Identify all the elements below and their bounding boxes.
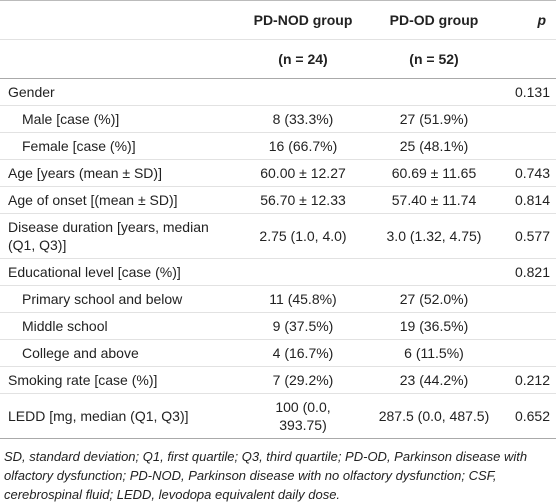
cell: 60.69 ± 11.65: [361, 159, 505, 187]
cell: 16 (66.7%): [243, 132, 361, 160]
cell: 2.75 (1.0, 4.0): [243, 213, 361, 259]
cell: Disease duration [years, median (Q1, Q3)…: [0, 213, 243, 259]
header-cell: [0, 0, 243, 40]
data-table: PD-NOD group PD-OD group p (n = 24) (n =…: [0, 0, 556, 439]
cell: 0.131: [505, 78, 556, 106]
cell: 27 (51.9%): [361, 105, 505, 133]
cell: Smoking rate [case (%)]: [0, 366, 243, 394]
row: Male [case (%)] 8 (33.3%) 27 (51.9%): [0, 105, 556, 133]
cell: 0.212: [505, 366, 556, 394]
cell: 0.814: [505, 186, 556, 214]
header-cell: p: [505, 0, 556, 40]
row: LEDD [mg, median (Q1, Q3)] 100 (0.0, 393.…: [0, 393, 556, 439]
cell: 25 (48.1%): [361, 132, 505, 160]
cell: 23 (44.2%): [361, 366, 505, 394]
cell: 9 (37.5%): [243, 312, 361, 340]
cell: Male [case (%)]: [0, 105, 243, 133]
header-cell: (n = 24): [243, 39, 361, 79]
cell: 0.743: [505, 159, 556, 187]
row: Age of onset [(mean ± SD)] 56.70 ± 12.33 5…: [0, 186, 556, 214]
header-row: PD-NOD group PD-OD group p: [0, 0, 556, 40]
row: Age [years (mean ± SD)] 60.00 ± 12.27 60.6…: [0, 159, 556, 187]
cell: 60.00 ± 12.27: [243, 159, 361, 187]
cell: 7 (29.2%): [243, 366, 361, 394]
header-cell: [0, 39, 243, 79]
cell: Age [years (mean ± SD)]: [0, 159, 243, 187]
cell: 11 (45.8%): [243, 285, 361, 313]
footnote: SD, standard deviation; Q1, first quarti…: [4, 449, 528, 502]
row: Middle school 9 (37.5%) 19 (36.5%): [0, 312, 556, 340]
cell: 3.0 (1.32, 4.75): [361, 213, 505, 259]
cell: 57.40 ± 11.74: [361, 186, 505, 214]
row: Primary school and below 11 (45.8%) 27 (52…: [0, 285, 556, 313]
row: Educational level [case (%)] 0.821: [0, 258, 556, 286]
cell: 0.577: [505, 213, 556, 259]
header-cell: [505, 39, 556, 79]
row: Female [case (%)] 16 (66.7%) 25 (48.1%): [0, 132, 556, 160]
cell: Age of onset [(mean ± SD)]: [0, 186, 243, 214]
cell: 0.652: [505, 393, 556, 439]
row: Disease duration [years, median (Q1, Q3)…: [0, 213, 556, 259]
header-cell: (n = 52): [361, 39, 505, 79]
cell: Middle school: [0, 312, 243, 340]
cell: Primary school and below: [0, 285, 243, 313]
cell: Female [case (%)]: [0, 132, 243, 160]
header-cell: PD-OD group: [361, 0, 505, 40]
subheader-row: (n = 24) (n = 52): [0, 39, 556, 79]
cell: 56.70 ± 12.33: [243, 186, 361, 214]
cell: 4 (16.7%): [243, 339, 361, 367]
cell: 6 (11.5%): [361, 339, 505, 367]
cell: 19 (36.5%): [361, 312, 505, 340]
row: Gender 0.131: [0, 78, 556, 106]
cell: 100 (0.0, 393.75): [243, 393, 361, 439]
cell: LEDD [mg, median (Q1, Q3)]: [0, 393, 243, 439]
cell: 8 (33.3%): [243, 105, 361, 133]
cell: Gender: [0, 78, 243, 106]
row: Smoking rate [case (%)] 7 (29.2%) 23 (44.2…: [0, 366, 556, 394]
cell: 287.5 (0.0, 487.5): [361, 393, 505, 439]
row: College and above 4 (16.7%) 6 (11.5%): [0, 339, 556, 367]
header-cell: PD-NOD group: [243, 0, 361, 40]
cell: 0.821: [505, 258, 556, 286]
cell: Educational level [case (%)]: [0, 258, 243, 286]
cell: 27 (52.0%): [361, 285, 505, 313]
cell: College and above: [0, 339, 243, 367]
